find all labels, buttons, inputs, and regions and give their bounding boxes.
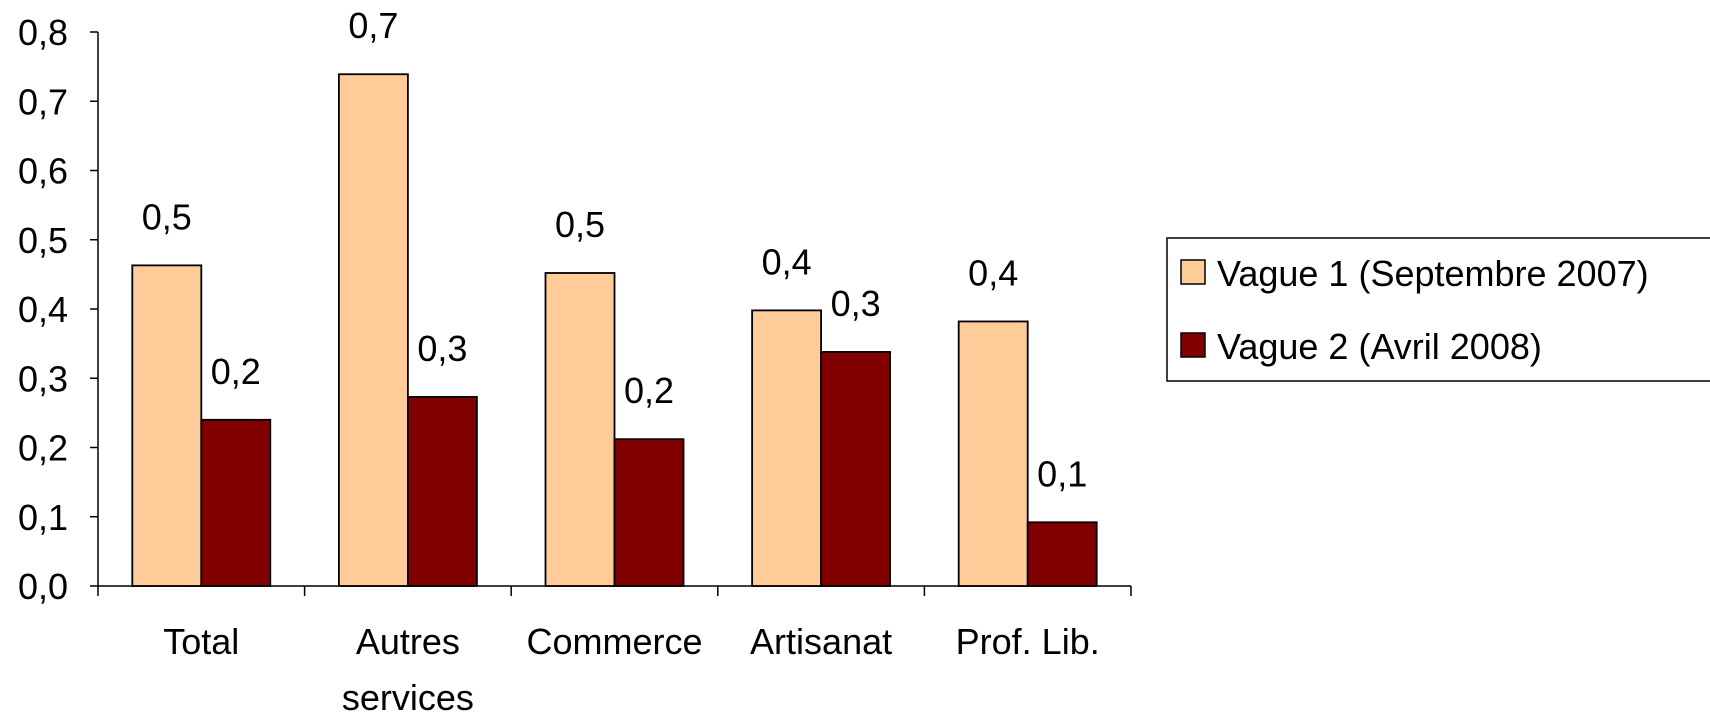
bar-series-1 <box>544 272 616 587</box>
data-label: 0,5 <box>142 196 192 237</box>
x-category-label: Total <box>163 621 239 662</box>
bars <box>131 73 1098 587</box>
legend-frame <box>1166 237 1710 382</box>
y-tick-label: 0,8 <box>18 12 68 53</box>
legend: Vague 1 (Septembre 2007) Vague 2 (Avril … <box>1166 237 1710 382</box>
data-label: 0,1 <box>1037 453 1087 494</box>
legend-label-series-1: Vague 1 (Septembre 2007) <box>1217 253 1649 294</box>
data-label: 0,3 <box>831 283 881 324</box>
bar-series-2 <box>406 396 478 587</box>
x-category-label: Artisanat <box>750 621 892 662</box>
legend-swatch-series-1 <box>1180 259 1206 285</box>
bar-series-2 <box>613 438 685 587</box>
y-axis: 0,0 0,1 0,2 0,3 0,4 0,5 0,6 0,7 0,8 <box>18 12 99 607</box>
data-label: 0,4 <box>968 252 1018 293</box>
x-category-label: Prof. Lib. <box>956 621 1100 662</box>
data-label: 0,2 <box>624 370 674 411</box>
x-category-label: services <box>342 677 474 715</box>
x-category-label: Autres <box>356 621 460 662</box>
bar-series-2 <box>200 418 272 587</box>
legend-label-series-2: Vague 2 (Avril 2008) <box>1217 326 1542 367</box>
y-tick-label: 0,6 <box>18 151 68 192</box>
bar-series-1 <box>751 309 822 587</box>
data-label: 0,4 <box>762 241 812 282</box>
y-tick-label: 0,5 <box>18 220 68 261</box>
y-tick-label: 0,1 <box>18 497 68 538</box>
bar-series-1 <box>131 264 203 587</box>
y-tick-label: 0,7 <box>18 81 68 122</box>
y-tick-label: 0,0 <box>18 566 68 607</box>
legend-swatch-series-2 <box>1180 332 1206 358</box>
y-tick-label: 0,2 <box>18 428 68 469</box>
data-labels: 0,5 0,7 0,5 0,4 0,4 0,2 0,3 0,2 0,3 0,1 <box>142 5 1087 494</box>
data-label: 0,7 <box>348 5 398 46</box>
bar-series-1 <box>337 73 409 587</box>
bar-series-2 <box>1026 521 1098 587</box>
data-label: 0,2 <box>211 351 261 392</box>
data-label: 0,3 <box>417 328 467 369</box>
bar-series-2 <box>820 351 891 587</box>
y-tick-label: 0,4 <box>18 289 68 330</box>
x-axis: Total Autres services Commerce Artisanat Prof… <box>97 585 1132 715</box>
y-tick-label: 0,3 <box>18 358 68 399</box>
bar-series-1 <box>957 320 1029 587</box>
x-category-label: Commerce <box>526 621 702 662</box>
data-label: 0,5 <box>555 204 605 245</box>
